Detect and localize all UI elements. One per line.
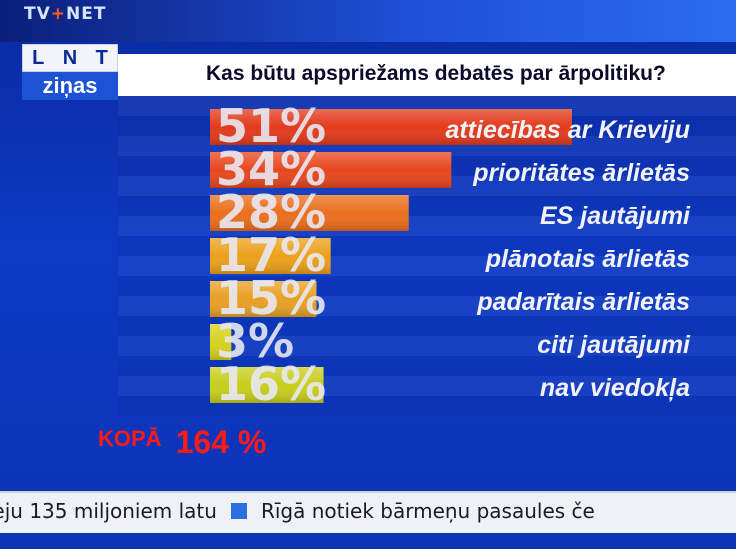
ticker-text: r teju 135 miljoniem latu Rīgā notiek bār…	[0, 499, 595, 523]
category-label: nav viedokļa	[540, 374, 690, 402]
category-label: attiecības ar Krieviju	[445, 116, 690, 144]
bar-value-label: 28%	[216, 185, 326, 239]
lnt-letter: T	[95, 46, 108, 69]
category-label: ES jautājumi	[540, 202, 691, 230]
bar-value-label: 17%	[216, 228, 326, 282]
ticker-left-text: r teju 135 miljoniem latu	[0, 499, 217, 523]
bar-shading	[210, 367, 324, 403]
lnt-letters: L N T	[22, 44, 118, 72]
bar-shading	[210, 152, 452, 188]
lnt-letter: L	[32, 46, 45, 69]
channel-brand: TV+NET	[24, 4, 106, 24]
bar-value-label: 34%	[216, 142, 326, 196]
bar-value-label: 15%	[216, 271, 326, 325]
brand-plus-icon: +	[50, 4, 67, 24]
category-label: citi jautājumi	[537, 331, 691, 359]
bar-shading	[210, 109, 572, 145]
bar-value-label: 51%	[216, 99, 326, 153]
bar-value-label: 16%	[216, 357, 326, 411]
chart-title: Kas būtu apspriežams debatēs par ārpolit…	[206, 62, 666, 85]
bar-value-label: 3%	[216, 314, 294, 368]
total-summary: KOPĀ 164 %	[98, 424, 266, 461]
bar-shading	[210, 195, 409, 231]
bar-shading	[210, 238, 331, 274]
lnt-letter: N	[62, 46, 78, 69]
bar-shading	[210, 281, 317, 317]
category-label: prioritātes ārlietās	[472, 159, 690, 187]
title-bar: Kas būtu apspriežams debatēs par ārpolit…	[118, 54, 736, 96]
top-band: TV+NET	[0, 0, 736, 42]
ticker-right-text: Rīgā notiek bārmeņu pasaules če	[260, 499, 595, 523]
bar-shading	[210, 324, 232, 360]
bars-group: 51% attiecības ar Krieviju 34% prioritātes …	[210, 99, 691, 411]
lnt-subtitle: ziņas	[22, 72, 118, 100]
category-label: padarītais ārlietās	[476, 288, 690, 316]
category-label: plānotais ārlietās	[485, 245, 690, 273]
news-ticker: r teju 135 miljoniem latu Rīgā notiek bār…	[0, 491, 736, 533]
total-label: KOPĀ	[98, 426, 162, 451]
brand-suffix: NET	[66, 4, 107, 24]
brand-prefix: TV	[24, 4, 51, 24]
frame-edge	[736, 0, 740, 549]
total-value: 164 %	[175, 424, 267, 460]
ticker-separator-icon	[230, 503, 247, 519]
lnt-logo: L N T ziņas	[22, 44, 118, 100]
